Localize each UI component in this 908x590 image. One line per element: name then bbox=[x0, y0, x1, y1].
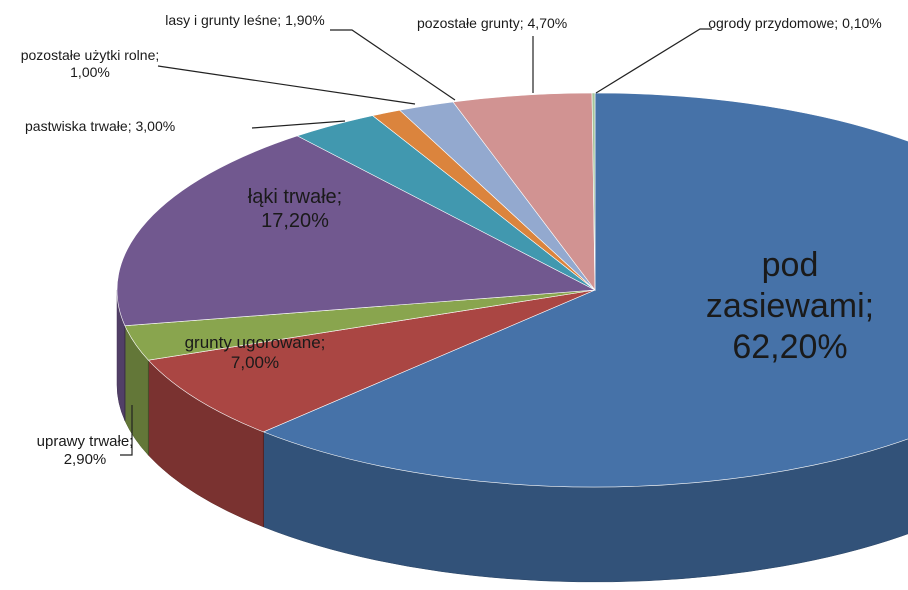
leader-line bbox=[157, 65, 416, 105]
leader-line bbox=[330, 29, 456, 101]
slice-label: łąki trwałe; 17,20% bbox=[220, 185, 370, 233]
leader-line bbox=[120, 405, 133, 456]
slice bbox=[116, 135, 597, 327]
category-label: pod zasiewami; bbox=[705, 246, 875, 325]
slice bbox=[591, 92, 596, 291]
slice-label: pastwiska trwałe; 3,00% bbox=[25, 118, 175, 135]
slice-label: ogrody przydomowe; 0,10% bbox=[700, 15, 890, 32]
slice-label: lasy i grunty leśne; 1,90% bbox=[155, 12, 335, 29]
category-label: grunty ugorowane; bbox=[184, 333, 326, 352]
category-label: lasy i grunty leśne; bbox=[165, 12, 282, 28]
leader-line bbox=[251, 120, 346, 129]
category-label: łąki trwałe; bbox=[247, 186, 343, 208]
slice-label: pozostałe użytki rolne; 1,00% bbox=[20, 47, 160, 81]
slice-label: uprawy trwałe; 2,90% bbox=[35, 433, 135, 469]
value-label: 62,20% bbox=[732, 327, 848, 366]
category-label: pozostałe grunty; bbox=[417, 15, 524, 31]
slice-label: grunty ugorowane; 7,00% bbox=[170, 333, 340, 374]
value-label: 2,90% bbox=[63, 451, 107, 468]
slice-label: pozostałe grunty; 4,70% bbox=[417, 15, 567, 32]
category-label: pastwiska trwałe; bbox=[25, 118, 132, 134]
value-label: 1,00% bbox=[70, 63, 110, 80]
value-label: 0,10% bbox=[842, 15, 882, 31]
value-label: 7,00% bbox=[230, 353, 280, 373]
value-label: 17,20% bbox=[261, 210, 329, 232]
category-label: pozostałe użytki rolne; bbox=[20, 47, 160, 63]
leader-line bbox=[595, 28, 712, 94]
slice-label: pod zasiewami; 62,20% bbox=[690, 245, 890, 367]
slice bbox=[147, 289, 596, 433]
slice bbox=[262, 92, 908, 488]
value-label: 3,00% bbox=[135, 118, 176, 134]
value-label: 1,90% bbox=[285, 12, 325, 28]
category-label: ogrody przydomowe; bbox=[708, 15, 839, 31]
category-label: uprawy trwałe; bbox=[36, 433, 134, 450]
value-label: 4,70% bbox=[527, 15, 568, 31]
